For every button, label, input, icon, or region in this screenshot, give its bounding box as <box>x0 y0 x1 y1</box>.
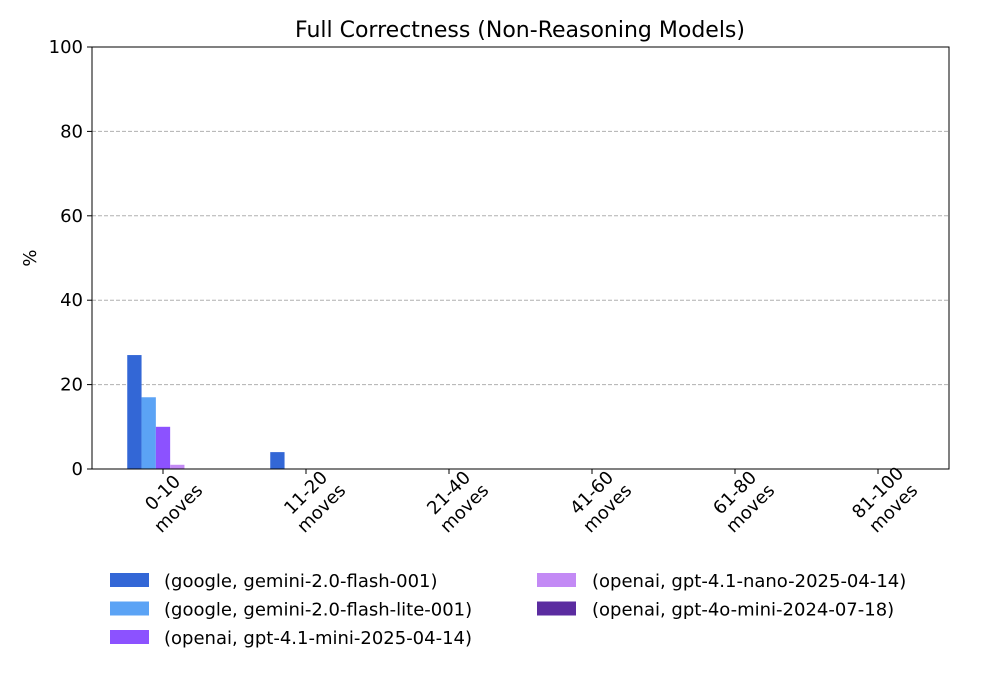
x-tick-label-group: 0-10moves <box>135 465 208 538</box>
bar <box>127 355 142 469</box>
bars <box>127 355 285 469</box>
chart-title: Full Correctness (Non-Reasoning Models) <box>295 18 745 43</box>
plot-frame <box>91 46 950 470</box>
legend-swatch <box>110 630 149 644</box>
legend-swatch <box>110 601 149 616</box>
legend-swatch <box>537 601 576 616</box>
x-tick-label: 61-80moves <box>707 465 780 538</box>
x-tick-label-group: 41-60moves <box>564 465 637 538</box>
y-axis-label: % <box>20 249 41 266</box>
x-tick-label: 41-60moves <box>564 465 637 538</box>
legend-label: (openai, gpt-4.1-nano-2025-04-14) <box>592 571 906 592</box>
x-tick-label-group: 11-20moves <box>278 465 351 538</box>
x-tick-label: 21-40moves <box>421 465 494 538</box>
x-tick-label-group: 81-100moves <box>848 463 923 538</box>
bar <box>170 464 185 469</box>
legend-label: (google, gemini-2.0-flash-lite-001) <box>164 600 472 621</box>
y-tick-label: 40 <box>60 290 83 311</box>
legend-swatch <box>110 573 149 587</box>
x-tick-label-group: 21-40moves <box>421 465 494 538</box>
y-tick-label: 100 <box>49 37 83 58</box>
bar <box>270 452 285 469</box>
x-tick-label-group: 61-80moves <box>707 465 780 538</box>
y-tick-label: 80 <box>60 121 83 142</box>
y-tick-label: 0 <box>72 459 83 480</box>
legend: (google, gemini-2.0-flash-001) (google, g… <box>110 571 906 649</box>
y-tick-label: 20 <box>60 375 83 396</box>
legend-label: (google, gemini-2.0-flash-001) <box>164 571 438 592</box>
y-tick-label: 60 <box>60 206 83 227</box>
x-tick-label: 81-100moves <box>848 463 923 538</box>
bar <box>141 397 156 469</box>
gridlines <box>92 130 949 386</box>
y-axis: 0 20 40 60 80 100 <box>49 37 92 480</box>
legend-label: (openai, gpt-4o-mini-2024-07-18) <box>592 600 894 621</box>
bar <box>155 426 171 469</box>
legend-label: (openai, gpt-4.1-mini-2025-04-14) <box>164 628 472 649</box>
legend-swatch <box>537 573 576 587</box>
x-tick-label: 11-20moves <box>278 465 351 538</box>
x-tick-label: 0-10moves <box>135 465 208 538</box>
x-axis: 0-10moves 11-20moves 21-40moves 41-60moves 6… <box>135 463 923 538</box>
